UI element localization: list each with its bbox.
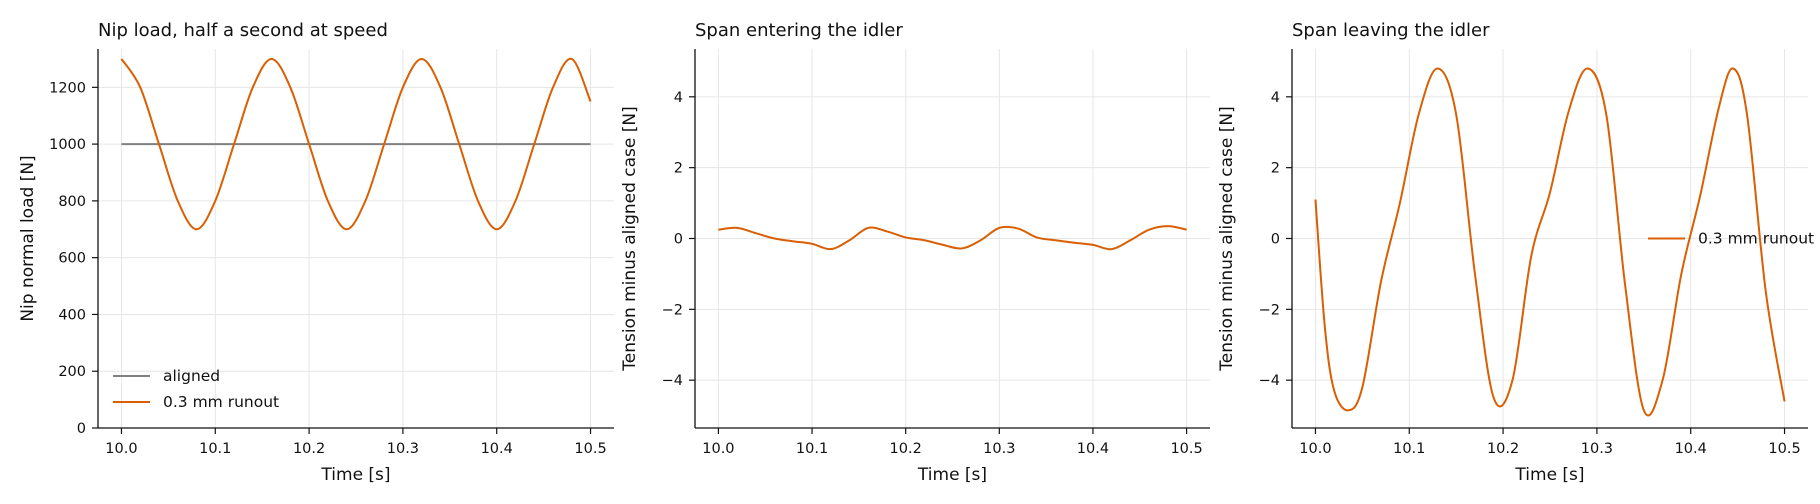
- x-axis-label: Time [s]: [917, 465, 987, 485]
- x-tick-label: 10.0: [105, 441, 137, 457]
- y-tick-label: 800: [58, 194, 86, 210]
- y-axis-label: Tension minus aligned case [N]: [620, 106, 640, 372]
- panel-3: 10.0 10.1 10.2 10.3 10.4 10.5 −4 −2 0 2 4 Span leav…: [1217, 20, 1814, 485]
- x-tick-label: 10.3: [387, 441, 419, 457]
- y-tick-label: −2: [1259, 302, 1280, 318]
- x-tick-label: 10.2: [890, 441, 922, 457]
- legend-label: 0.3 mm runout: [163, 393, 279, 411]
- x-tick-label: 10.0: [702, 441, 734, 457]
- y-axis-label: Tension minus aligned case [N]: [1217, 106, 1237, 372]
- x-tick-label: 10.4: [481, 441, 513, 457]
- x-tick-label: 10.5: [1768, 441, 1800, 457]
- y-tick-label: 4: [1271, 90, 1280, 106]
- x-tick-label: 10.4: [1675, 441, 1707, 457]
- chart-title: Nip load, half a second at speed: [98, 20, 388, 41]
- legend-label: 0.3 mm runout: [1698, 230, 1814, 248]
- series-line-0-3-mm-runout: [1314, 67, 1786, 417]
- y-tick-label: 1000: [49, 137, 86, 153]
- y-tick-label: 0: [77, 421, 86, 437]
- x-tick-label: 10.1: [796, 441, 828, 457]
- x-tick-label: 10.3: [983, 441, 1015, 457]
- x-tick-label: 10.5: [1170, 441, 1202, 457]
- x-tick-label: 10.0: [1299, 441, 1331, 457]
- x-axis-label: Time [s]: [1514, 465, 1584, 485]
- x-tick-label: 10.3: [1581, 441, 1613, 457]
- x-tick-label: 10.1: [199, 441, 231, 457]
- y-tick-label: 200: [58, 364, 86, 380]
- y-tick-label: −4: [662, 373, 683, 389]
- y-tick-label: −4: [1259, 373, 1280, 389]
- x-tick-label: 10.1: [1393, 441, 1425, 457]
- chart-title: Span entering the idler: [695, 20, 903, 41]
- y-tick-label: −2: [662, 302, 683, 318]
- x-tick-label: 10.2: [293, 441, 325, 457]
- x-tick-label: 10.4: [1077, 441, 1109, 457]
- legend-label: aligned: [163, 367, 220, 385]
- y-tick-label: 0: [674, 232, 683, 248]
- y-tick-label: 600: [58, 251, 86, 267]
- y-tick-label: 0: [1271, 232, 1280, 248]
- series-line-0-3-mm-runout: [120, 57, 592, 231]
- x-axis-label: Time [s]: [320, 465, 390, 485]
- panel-1: 10.0 10.1 10.2 10.3 10.4 10.5 0 200 400 600 800 100…: [18, 20, 614, 485]
- y-tick-label: 1200: [49, 80, 86, 96]
- series-line-runout: [718, 225, 1187, 251]
- chart-title: Span leaving the idler: [1292, 20, 1490, 41]
- y-axis-label: Nip normal load [N]: [18, 155, 38, 321]
- x-tick-label: 10.5: [574, 441, 606, 457]
- x-tick-label: 10.2: [1487, 441, 1519, 457]
- y-tick-label: 4: [674, 90, 683, 106]
- y-tick-label: 2: [674, 161, 683, 177]
- y-tick-label: 400: [58, 307, 86, 323]
- panel-2: 10.0 10.1 10.2 10.3 10.4 10.5 −4 −2 0 2 4 Span ente…: [620, 20, 1210, 485]
- y-tick-label: 2: [1271, 161, 1280, 177]
